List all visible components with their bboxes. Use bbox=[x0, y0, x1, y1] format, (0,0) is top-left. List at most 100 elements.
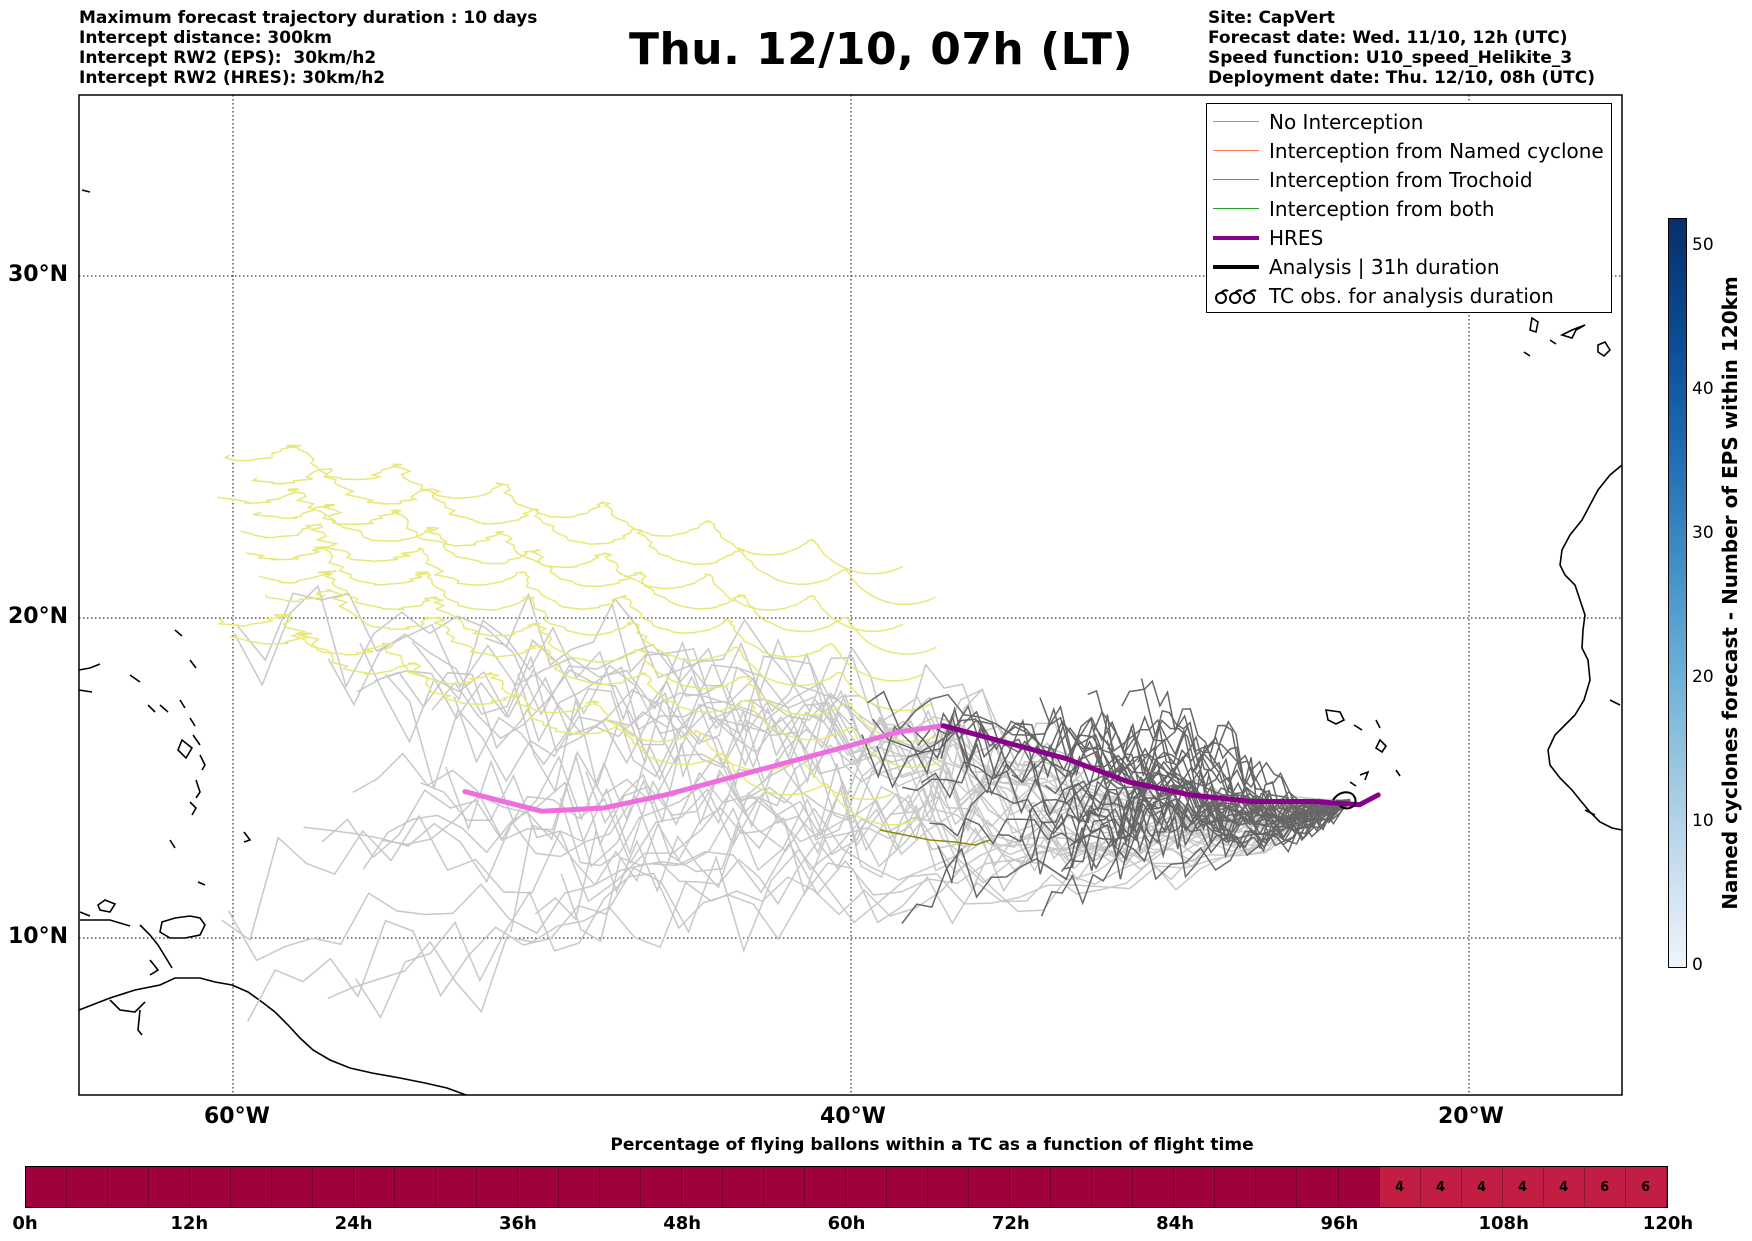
pct-bar-cell bbox=[1174, 1167, 1216, 1207]
pct-bar-tick: 108h bbox=[1478, 1213, 1529, 1234]
lon-label-60w: 60°W bbox=[204, 1104, 270, 1129]
trajectory-line bbox=[510, 791, 1351, 933]
trajectory-line bbox=[327, 799, 1351, 1014]
launch-site-marker bbox=[1332, 791, 1357, 810]
pct-bar-tick: 84h bbox=[1156, 1213, 1195, 1234]
pct-bar-tick: 12h bbox=[170, 1213, 209, 1234]
pct-bar-cell bbox=[313, 1167, 355, 1207]
hres-track-early bbox=[462, 723, 946, 814]
trajectory-line bbox=[247, 798, 1351, 1022]
trajectory-line bbox=[861, 711, 1351, 825]
legend-item-analysis: Analysis | 31h duration bbox=[1207, 253, 1611, 281]
trajectory-line bbox=[221, 793, 1351, 942]
pct-bar-cell bbox=[641, 1167, 683, 1207]
hres-track-late bbox=[940, 723, 1381, 808]
intercept-eps-text: Intercept RW2 (EPS): 30km/h2 bbox=[79, 48, 377, 68]
pct-bar-cell bbox=[26, 1167, 68, 1207]
pct-bar-cell bbox=[518, 1167, 560, 1207]
ensemble-trajectories-light bbox=[221, 584, 1351, 1022]
map-frame bbox=[78, 94, 1623, 1096]
trajectory-line bbox=[354, 802, 1351, 1019]
legend-item-trochoid: Interception from Trochoid bbox=[1207, 166, 1611, 194]
max-duration-text: Maximum forecast trajectory duration : 1… bbox=[79, 8, 538, 28]
trajectory-line bbox=[1100, 772, 1351, 845]
pct-bar-cell: 6 bbox=[1625, 1167, 1667, 1207]
pct-bar-cell bbox=[1297, 1167, 1339, 1207]
pct-bar-cell: 4 bbox=[1543, 1167, 1585, 1207]
pct-bar-cell bbox=[395, 1167, 437, 1207]
colorbar-tick-30: 30 bbox=[1692, 523, 1714, 543]
pct-bar-cell bbox=[764, 1167, 806, 1207]
forecast-date-text: Forecast date: Wed. 11/10, 12h (UTC) bbox=[1208, 28, 1568, 48]
pct-bar-cell bbox=[477, 1167, 519, 1207]
site-text: Site: CapVert bbox=[1208, 8, 1335, 28]
trajectory-line bbox=[867, 690, 1351, 820]
page-title: Thu. 12/10, 07h (LT) bbox=[628, 24, 1134, 75]
pct-bar-cell bbox=[1010, 1167, 1052, 1207]
pct-bar-cell: 4 bbox=[1379, 1167, 1421, 1207]
pct-bar-tick: 96h bbox=[1320, 1213, 1359, 1234]
deployment-date-text: Deployment date: Thu. 12/10, 08h (UTC) bbox=[1208, 68, 1595, 88]
pct-bar-cell: 4 bbox=[1461, 1167, 1503, 1207]
map-legend: No Interception Interception from Named … bbox=[1206, 103, 1612, 313]
trajectory-line bbox=[879, 829, 991, 846]
coastlines bbox=[78, 189, 1623, 1096]
trajectory-line bbox=[217, 488, 904, 633]
colorbar-tick-10: 10 bbox=[1692, 811, 1714, 831]
pct-bar-title: Percentage of flying ballons within a TC… bbox=[610, 1135, 1254, 1155]
pct-bar-tick: 72h bbox=[991, 1213, 1030, 1234]
trajectory-line bbox=[227, 802, 1351, 962]
cyclone-symbol-icon bbox=[1215, 289, 1257, 304]
pct-bar-cell: 4 bbox=[1420, 1167, 1462, 1207]
trajectory-line bbox=[1028, 799, 1351, 875]
pct-bar-cell bbox=[190, 1167, 232, 1207]
trajectory-line bbox=[258, 570, 940, 743]
lon-label-40w: 40°W bbox=[820, 1104, 886, 1129]
pct-bar-cell bbox=[846, 1167, 888, 1207]
trajectory-line bbox=[901, 803, 1351, 924]
pct-bar-cell bbox=[354, 1167, 396, 1207]
trajectory-line bbox=[264, 588, 942, 769]
pct-bar-cell bbox=[1338, 1167, 1380, 1207]
trochoid-loop-trajectories bbox=[216, 444, 942, 826]
pct-bar-cell bbox=[969, 1167, 1011, 1207]
lat-label-20n: 20°N bbox=[8, 604, 69, 629]
trajectory-line bbox=[246, 546, 932, 712]
pct-bar-cell: 4 bbox=[1502, 1167, 1544, 1207]
pct-bar-cell bbox=[149, 1167, 191, 1207]
pct-bar-cell bbox=[887, 1167, 929, 1207]
pct-bar-tick: 36h bbox=[498, 1213, 537, 1234]
intercept-distance-text: Intercept distance: 300km bbox=[79, 28, 332, 48]
pct-bar-cell bbox=[108, 1167, 150, 1207]
colorbar-tick-20: 20 bbox=[1692, 667, 1714, 687]
trajectory-line bbox=[996, 781, 1351, 848]
pct-bar-cell bbox=[600, 1167, 642, 1207]
trajectory-line bbox=[240, 523, 923, 682]
pct-bar-cell bbox=[1133, 1167, 1175, 1207]
pct-bar-tick: 0h bbox=[12, 1213, 38, 1234]
colorbar-label: Named cyclones forecast - Number of EPS … bbox=[1718, 276, 1742, 910]
trajectory-line bbox=[937, 795, 1351, 885]
pct-bar-cell bbox=[805, 1167, 847, 1207]
pct-bar-cell bbox=[1051, 1167, 1093, 1207]
lon-label-20w: 20°W bbox=[1438, 1104, 1504, 1129]
pct-bar-cell bbox=[1215, 1167, 1257, 1207]
legend-item-tc-obs: TC obs. for analysis duration bbox=[1207, 282, 1611, 310]
pct-bar-tick: 48h bbox=[663, 1213, 702, 1234]
trajectory-line bbox=[229, 632, 919, 826]
trajectory-line bbox=[484, 592, 1351, 819]
trochoid-interception-trajectories bbox=[879, 829, 991, 846]
pct-bar-cell bbox=[1092, 1167, 1134, 1207]
lat-label-30n: 30°N bbox=[8, 262, 69, 287]
lat-label-10n: 10°N bbox=[8, 924, 69, 949]
intercept-hres-text: Intercept RW2 (HRES): 30km/h2 bbox=[79, 68, 386, 88]
forecast-info-right: Site: CapVert Forecast date: Wed. 11/10,… bbox=[1208, 8, 1595, 88]
trajectory-line bbox=[250, 468, 936, 606]
trajectory-line bbox=[252, 503, 937, 655]
trajectory-line bbox=[560, 803, 1351, 943]
pct-bar-cell bbox=[559, 1167, 601, 1207]
legend-item-hres: HRES bbox=[1207, 224, 1611, 252]
pct-bar-cell bbox=[723, 1167, 765, 1207]
